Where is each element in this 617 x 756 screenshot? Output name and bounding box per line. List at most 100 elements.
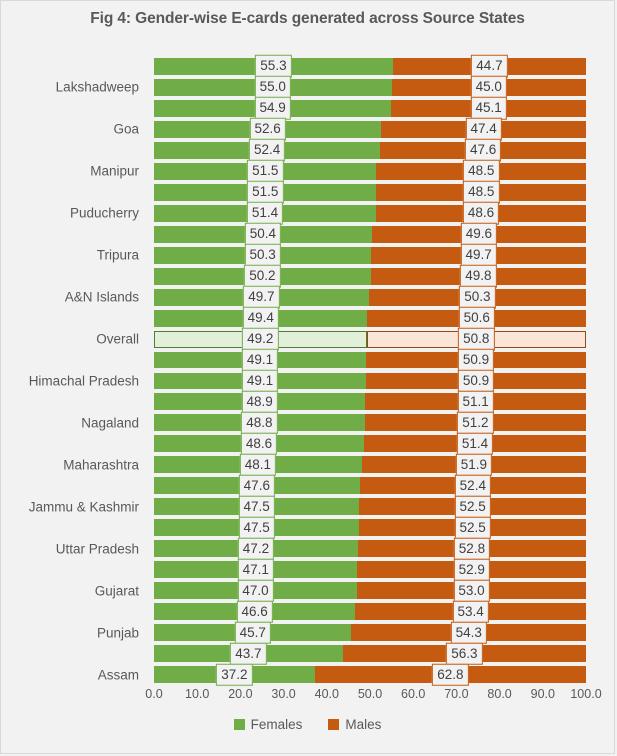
data-label-females: 47.2 xyxy=(237,537,275,560)
category-label: Manipur xyxy=(90,163,139,179)
data-label-males: 56.3 xyxy=(446,642,483,665)
data-label-males: 49.7 xyxy=(460,243,497,267)
chart-title: Fig 4: Gender-wise E-cards generated acr… xyxy=(90,10,525,27)
stacked-bar xyxy=(154,456,586,474)
data-label-males: 47.6 xyxy=(465,139,502,162)
data-label-females: 51.5 xyxy=(247,160,284,183)
data-label-females: 48.1 xyxy=(239,453,277,477)
bar-row: 49.2 50.8 xyxy=(154,327,586,351)
bar-row: 49.1 50.9 xyxy=(154,348,586,372)
x-axis-tick: 20.0 xyxy=(228,687,253,701)
bar-row: 51.4 48.6 xyxy=(154,201,586,225)
bar-row: 47.5 52.5 xyxy=(154,516,586,539)
stacked-bar xyxy=(154,141,586,159)
stacked-bar xyxy=(154,582,586,600)
data-label-males: 51.9 xyxy=(455,453,493,477)
males-swatch-icon xyxy=(328,719,340,730)
bar-row: 52.4 47.6 xyxy=(154,139,586,162)
stacked-bar xyxy=(154,120,586,138)
bar-row: 48.8 51.2 xyxy=(154,411,586,435)
legend-item-males[interactable]: Males xyxy=(328,717,381,732)
category-axis: Lakshadweep Goa Manipur Puducherry Tripura A&… xyxy=(1,56,147,685)
data-label-females: 46.6 xyxy=(236,600,273,623)
bar-row: 50.4 49.6 xyxy=(154,222,586,246)
data-label-females: 49.4 xyxy=(242,306,279,330)
data-label-females: 51.5 xyxy=(247,181,284,204)
data-label-males: 45.0 xyxy=(470,76,507,99)
data-label-females: 48.9 xyxy=(241,390,278,414)
chart-legend: Females Males xyxy=(1,717,614,732)
plot-area: 55.3 44.7 55.0 45.0 54.9 45.1 52.6 47.4 52.4 47.6… xyxy=(154,55,586,686)
data-label-females: 51.4 xyxy=(246,201,284,225)
x-axis-tick: 10.0 xyxy=(185,687,210,701)
data-label-females: 43.7 xyxy=(230,642,267,665)
stacked-bar xyxy=(154,498,586,516)
data-label-females: 49.1 xyxy=(241,348,279,372)
category-label: Uttar Pradesh xyxy=(55,541,139,557)
x-axis-tick: 0.0 xyxy=(145,687,163,701)
bar-row: 51.5 48.5 xyxy=(154,181,586,204)
data-label-males: 54.3 xyxy=(450,621,487,644)
bar-row: 48.9 51.1 xyxy=(154,390,586,414)
stacked-bar xyxy=(154,162,586,180)
category-label: Assam xyxy=(97,667,139,683)
bar-row: 48.6 51.4 xyxy=(154,432,586,456)
bar-row: 43.7 56.3 xyxy=(154,642,586,665)
data-label-females: 47.5 xyxy=(238,516,275,539)
data-label-females: 55.0 xyxy=(254,76,291,99)
data-label-males: 52.5 xyxy=(454,495,491,519)
bar-row: 47.1 52.9 xyxy=(154,558,586,581)
x-axis-tick: 70.0 xyxy=(444,687,469,701)
data-label-males: 50.6 xyxy=(458,306,495,330)
category-label: Lakshadweep xyxy=(55,79,139,95)
stacked-bar xyxy=(154,519,586,537)
stacked-bar xyxy=(154,288,586,306)
bar-row: 47.0 53.0 xyxy=(154,579,586,602)
legend-label-males: Males xyxy=(345,717,382,732)
bar-row: 47.6 52.4 xyxy=(154,474,586,498)
stacked-bar xyxy=(154,99,586,117)
data-label-males: 49.6 xyxy=(460,222,497,246)
data-label-males: 53.0 xyxy=(453,579,490,602)
bar-row: 55.3 44.7 xyxy=(154,55,586,78)
data-label-males: 47.4 xyxy=(465,118,502,141)
data-label-females: 52.4 xyxy=(249,139,286,162)
category-label: Jammu & Kashmir xyxy=(28,499,139,515)
data-label-males: 52.9 xyxy=(453,558,490,581)
bar-row: 47.5 52.5 xyxy=(154,495,586,519)
category-label: Gujarat xyxy=(94,583,139,599)
x-axis-tick: 90.0 xyxy=(530,687,555,701)
data-label-males: 49.8 xyxy=(460,264,497,288)
data-label-females: 50.4 xyxy=(244,222,281,246)
bar-row: 37.2 62.8 xyxy=(154,663,586,686)
females-swatch-icon xyxy=(233,719,245,730)
data-label-females: 49.7 xyxy=(243,285,280,309)
data-label-males: 51.1 xyxy=(457,390,494,414)
data-label-males: 52.4 xyxy=(454,474,491,498)
bar-row: 49.7 50.3 xyxy=(154,285,586,309)
category-label: Puducherry xyxy=(69,205,139,221)
data-label-females: 50.2 xyxy=(244,264,281,288)
category-label: A&N Islands xyxy=(64,289,139,305)
bar-row: 47.2 52.8 xyxy=(154,537,586,560)
stacked-bar xyxy=(154,204,586,222)
data-label-males: 50.8 xyxy=(458,327,495,351)
data-label-females: 55.3 xyxy=(255,55,292,78)
stacked-bar xyxy=(154,58,586,75)
stacked-bar xyxy=(154,645,586,663)
data-label-females: 49.2 xyxy=(242,327,279,351)
stacked-bar xyxy=(154,246,586,264)
data-label-females: 47.0 xyxy=(237,579,274,602)
category-label: Maharashtra xyxy=(63,457,139,473)
x-axis-tick: 40.0 xyxy=(314,687,339,701)
x-axis-tick: 80.0 xyxy=(487,687,512,701)
data-label-females: 47.1 xyxy=(237,558,274,581)
legend-item-females[interactable]: Females xyxy=(233,717,302,732)
bar-row: 50.2 49.8 xyxy=(154,264,586,288)
data-label-males: 51.4 xyxy=(456,432,494,456)
category-label: Tripura xyxy=(96,247,139,263)
data-label-males: 52.5 xyxy=(454,516,491,539)
bar-row: 54.9 45.1 xyxy=(154,97,586,120)
stacked-bar xyxy=(154,624,586,642)
